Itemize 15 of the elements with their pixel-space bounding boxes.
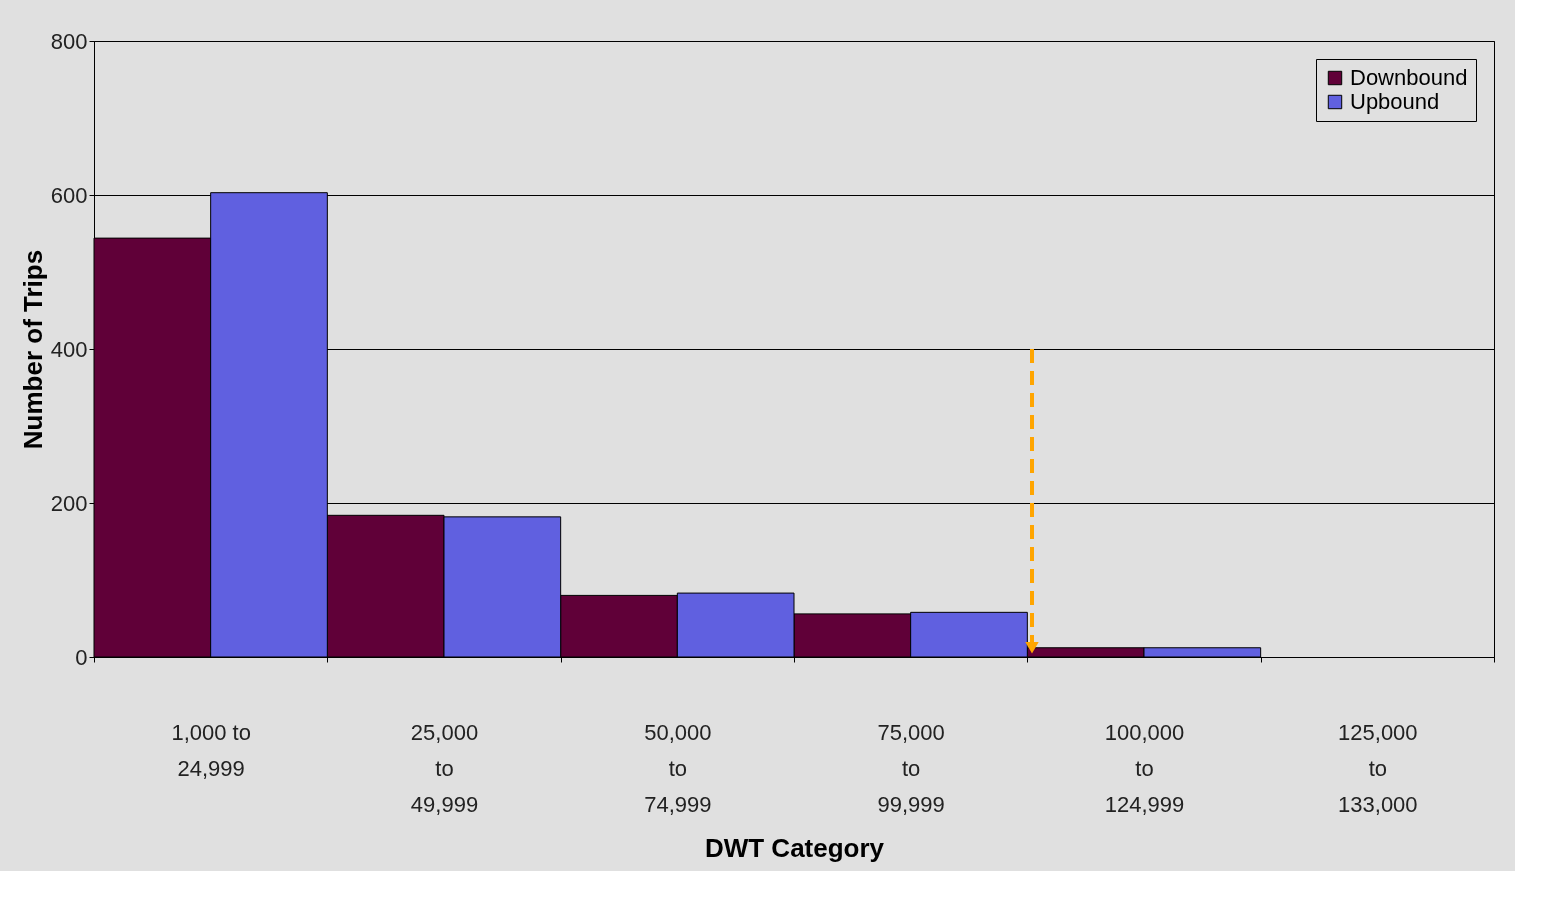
x-axis-title: DWT Category bbox=[704, 832, 885, 863]
y-tick-label: 400 bbox=[50, 336, 88, 362]
x-tick-label: 100,000 to 124,999 bbox=[1104, 719, 1185, 817]
y-tick-label: 0 bbox=[75, 644, 88, 670]
legend-label: Downbound bbox=[1350, 65, 1468, 90]
y-tick-label: 600 bbox=[50, 182, 88, 208]
x-tick-label: 125,000 to 133,000 bbox=[1338, 719, 1418, 817]
x-tick-label: 75,000 to 99,999 bbox=[877, 719, 945, 817]
x-tick-label: 50,000 to 74,999 bbox=[644, 719, 712, 817]
x-tick-label: 25,000 to 49,999 bbox=[410, 719, 479, 817]
y-tick-label: 800 bbox=[50, 28, 88, 54]
x-tick-label: 1,000 to 24,999 bbox=[171, 719, 251, 781]
legend-label: Upbound bbox=[1350, 89, 1440, 114]
y-tick-label: 200 bbox=[50, 490, 88, 516]
y-axis-title: Number of Trips bbox=[17, 249, 48, 450]
